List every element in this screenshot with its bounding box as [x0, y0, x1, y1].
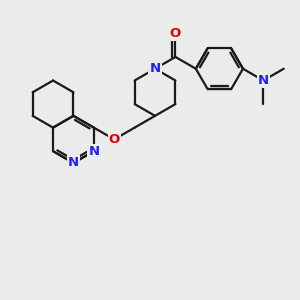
- Text: N: N: [149, 62, 161, 75]
- Text: O: O: [109, 133, 120, 146]
- Text: N: N: [68, 157, 79, 169]
- Text: N: N: [88, 145, 99, 158]
- Text: O: O: [170, 27, 181, 40]
- Text: N: N: [258, 74, 269, 87]
